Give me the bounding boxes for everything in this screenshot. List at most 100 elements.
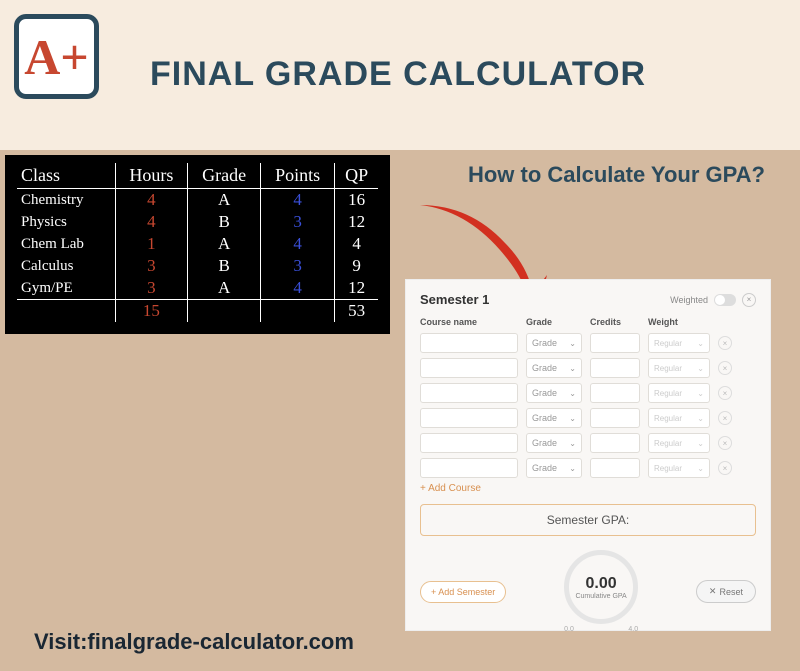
semester-title: Semester 1: [420, 292, 489, 307]
header-credits: Credits: [590, 317, 640, 327]
course-name-input[interactable]: [420, 408, 518, 428]
course-name-input[interactable]: [420, 333, 518, 353]
course-row: Grade⌄ Regular⌄ ×: [420, 408, 756, 428]
cell-qp: 16: [335, 189, 378, 212]
course-row: Grade⌄ Regular⌄ ×: [420, 358, 756, 378]
blackboard-table: Class Hours Grade Points QP Chemistry 4 …: [5, 155, 390, 334]
logo-text: A+: [24, 32, 89, 82]
header-course-name: Course name: [420, 317, 518, 327]
cell-class: Chem Lab: [17, 233, 115, 255]
cell-points: 3: [261, 255, 335, 277]
table-row: Chemistry 4 A 4 16: [17, 189, 378, 212]
cell-hours: 3: [115, 255, 188, 277]
table-total-row: 1553: [17, 300, 378, 323]
cell-hours: 1: [115, 233, 188, 255]
weight-select[interactable]: Regular⌄: [648, 358, 710, 378]
remove-row-button[interactable]: ×: [718, 461, 732, 475]
course-name-input[interactable]: [420, 383, 518, 403]
remove-row-button[interactable]: ×: [718, 361, 732, 375]
cell-hours: 3: [115, 277, 188, 300]
credits-input[interactable]: [590, 433, 640, 453]
gauge-label: Cumulative GPA: [575, 593, 626, 600]
weighted-label: Weighted: [670, 295, 708, 305]
gauge-circle: 0.00 Cumulative GPA: [564, 550, 638, 624]
course-row: Grade⌄ Regular⌄ ×: [420, 458, 756, 478]
course-row: Grade⌄ Regular⌄ ×: [420, 333, 756, 353]
chevron-down-icon: ⌄: [697, 339, 704, 348]
grade-select[interactable]: Grade⌄: [526, 458, 582, 478]
header-band: A+ FINAL GRADE CALCULATOR: [0, 0, 800, 150]
cell-grade: A: [188, 189, 261, 212]
chevron-down-icon: ⌄: [569, 364, 576, 373]
remove-row-button[interactable]: ×: [718, 411, 732, 425]
chevron-down-icon: ⌄: [697, 364, 704, 373]
col-hours: Hours: [115, 163, 188, 189]
cell-points: 4: [261, 277, 335, 300]
cell-qp: 12: [335, 277, 378, 300]
header-weight: Weight: [648, 317, 710, 327]
reset-button[interactable]: ✕ Reset: [696, 580, 756, 603]
table-row: Calculus 3 B 3 9: [17, 255, 378, 277]
weight-select[interactable]: Regular⌄: [648, 433, 710, 453]
gauge-min: 0.0: [564, 626, 574, 633]
course-name-input[interactable]: [420, 458, 518, 478]
table-row: Physics 4 B 3 12: [17, 211, 378, 233]
credits-input[interactable]: [590, 408, 640, 428]
cell-grade: A: [188, 233, 261, 255]
gauge-max: 4.0: [628, 626, 638, 633]
footer-link[interactable]: Visit:finalgrade-calculator.com: [34, 629, 354, 655]
column-headers: Course name Grade Credits Weight: [420, 317, 756, 327]
cell-grade: A: [188, 277, 261, 300]
course-name-input[interactable]: [420, 433, 518, 453]
col-points: Points: [261, 163, 335, 189]
gauge-value: 0.00: [586, 575, 617, 593]
cell-points: 3: [261, 211, 335, 233]
course-name-input[interactable]: [420, 358, 518, 378]
cell-hours: 4: [115, 189, 188, 212]
add-course-button[interactable]: + Add Course: [420, 483, 756, 494]
add-semester-button[interactable]: + Add Semester: [420, 581, 506, 603]
cell-grade: B: [188, 255, 261, 277]
grade-select[interactable]: Grade⌄: [526, 433, 582, 453]
weight-select[interactable]: Regular⌄: [648, 458, 710, 478]
credits-input[interactable]: [590, 333, 640, 353]
page-title: FINAL GRADE CALCULATOR: [150, 55, 646, 94]
chevron-down-icon: ⌄: [697, 389, 704, 398]
remove-row-button[interactable]: ×: [718, 336, 732, 350]
weighted-toggle[interactable]: [714, 294, 736, 306]
credits-input[interactable]: [590, 383, 640, 403]
chevron-down-icon: ⌄: [569, 439, 576, 448]
chevron-down-icon: ⌄: [569, 464, 576, 473]
chevron-down-icon: ⌄: [569, 339, 576, 348]
grade-select[interactable]: Grade⌄: [526, 333, 582, 353]
calc-header: Semester 1 Weighted ×: [420, 292, 756, 307]
bottom-controls: + Add Semester 0.00 Cumulative GPA 0.0 4…: [420, 550, 756, 633]
remove-row-button[interactable]: ×: [718, 386, 732, 400]
cell-class: Gym/PE: [17, 277, 115, 300]
table-header-row: Class Hours Grade Points QP: [17, 163, 378, 189]
gpa-gauge: 0.00 Cumulative GPA 0.0 4.0: [556, 550, 646, 633]
cell-points: 4: [261, 233, 335, 255]
weight-select[interactable]: Regular⌄: [648, 333, 710, 353]
grade-select[interactable]: Grade⌄: [526, 408, 582, 428]
cell-points: 4: [261, 189, 335, 212]
grade-select[interactable]: Grade⌄: [526, 383, 582, 403]
cell-grade: B: [188, 211, 261, 233]
close-semester-button[interactable]: ×: [742, 293, 756, 307]
chevron-down-icon: ⌄: [697, 414, 704, 423]
cell-hours: 4: [115, 211, 188, 233]
weight-select[interactable]: Regular⌄: [648, 383, 710, 403]
credits-input[interactable]: [590, 358, 640, 378]
table-row: Chem Lab 1 A 4 4: [17, 233, 378, 255]
cell-class: Calculus: [17, 255, 115, 277]
cell-qp: 9: [335, 255, 378, 277]
remove-row-button[interactable]: ×: [718, 436, 732, 450]
logo: A+: [14, 14, 99, 99]
grade-select[interactable]: Grade⌄: [526, 358, 582, 378]
grade-table: Class Hours Grade Points QP Chemistry 4 …: [17, 163, 378, 322]
course-row: Grade⌄ Regular⌄ ×: [420, 383, 756, 403]
weighted-toggle-wrap: Weighted ×: [670, 293, 756, 307]
weight-select[interactable]: Regular⌄: [648, 408, 710, 428]
chevron-down-icon: ⌄: [569, 414, 576, 423]
credits-input[interactable]: [590, 458, 640, 478]
